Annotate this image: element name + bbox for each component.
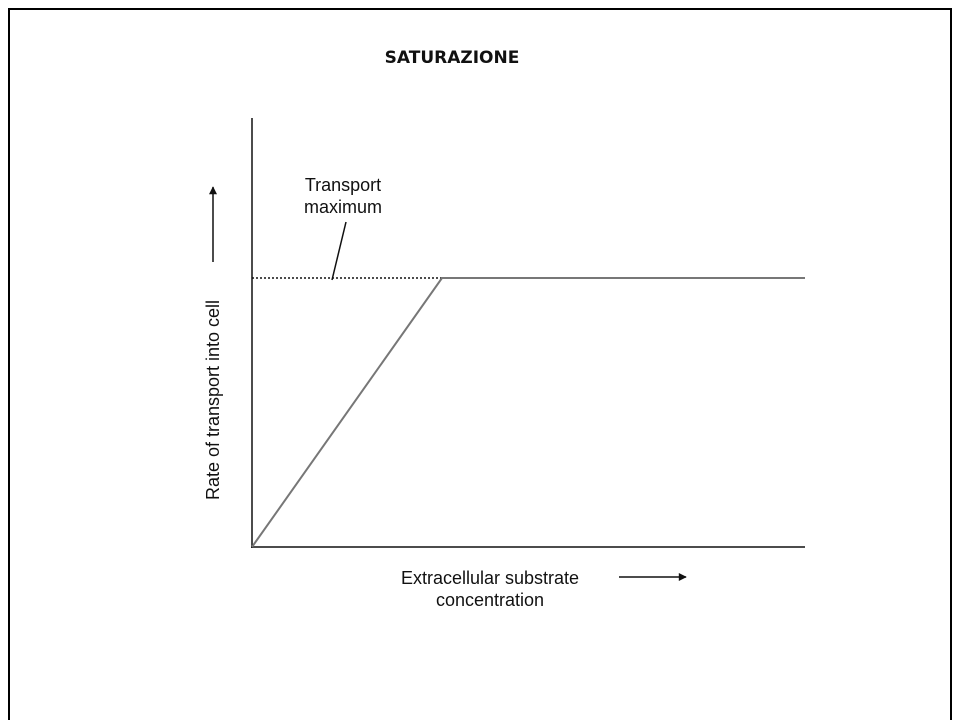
slide-frame [8,8,952,720]
annotation-line: maximum [304,197,382,217]
x-axis-label: concentration [436,590,544,610]
title: SATURAZIONE [385,48,520,68]
annotation-pointer [331,221,347,281]
transport-curve [251,277,805,548]
x-axis-label: Extracellular substrate [401,568,579,588]
annotation-line: Transport [305,175,381,195]
y-axis-label: Rate of transport into cell [203,300,223,500]
